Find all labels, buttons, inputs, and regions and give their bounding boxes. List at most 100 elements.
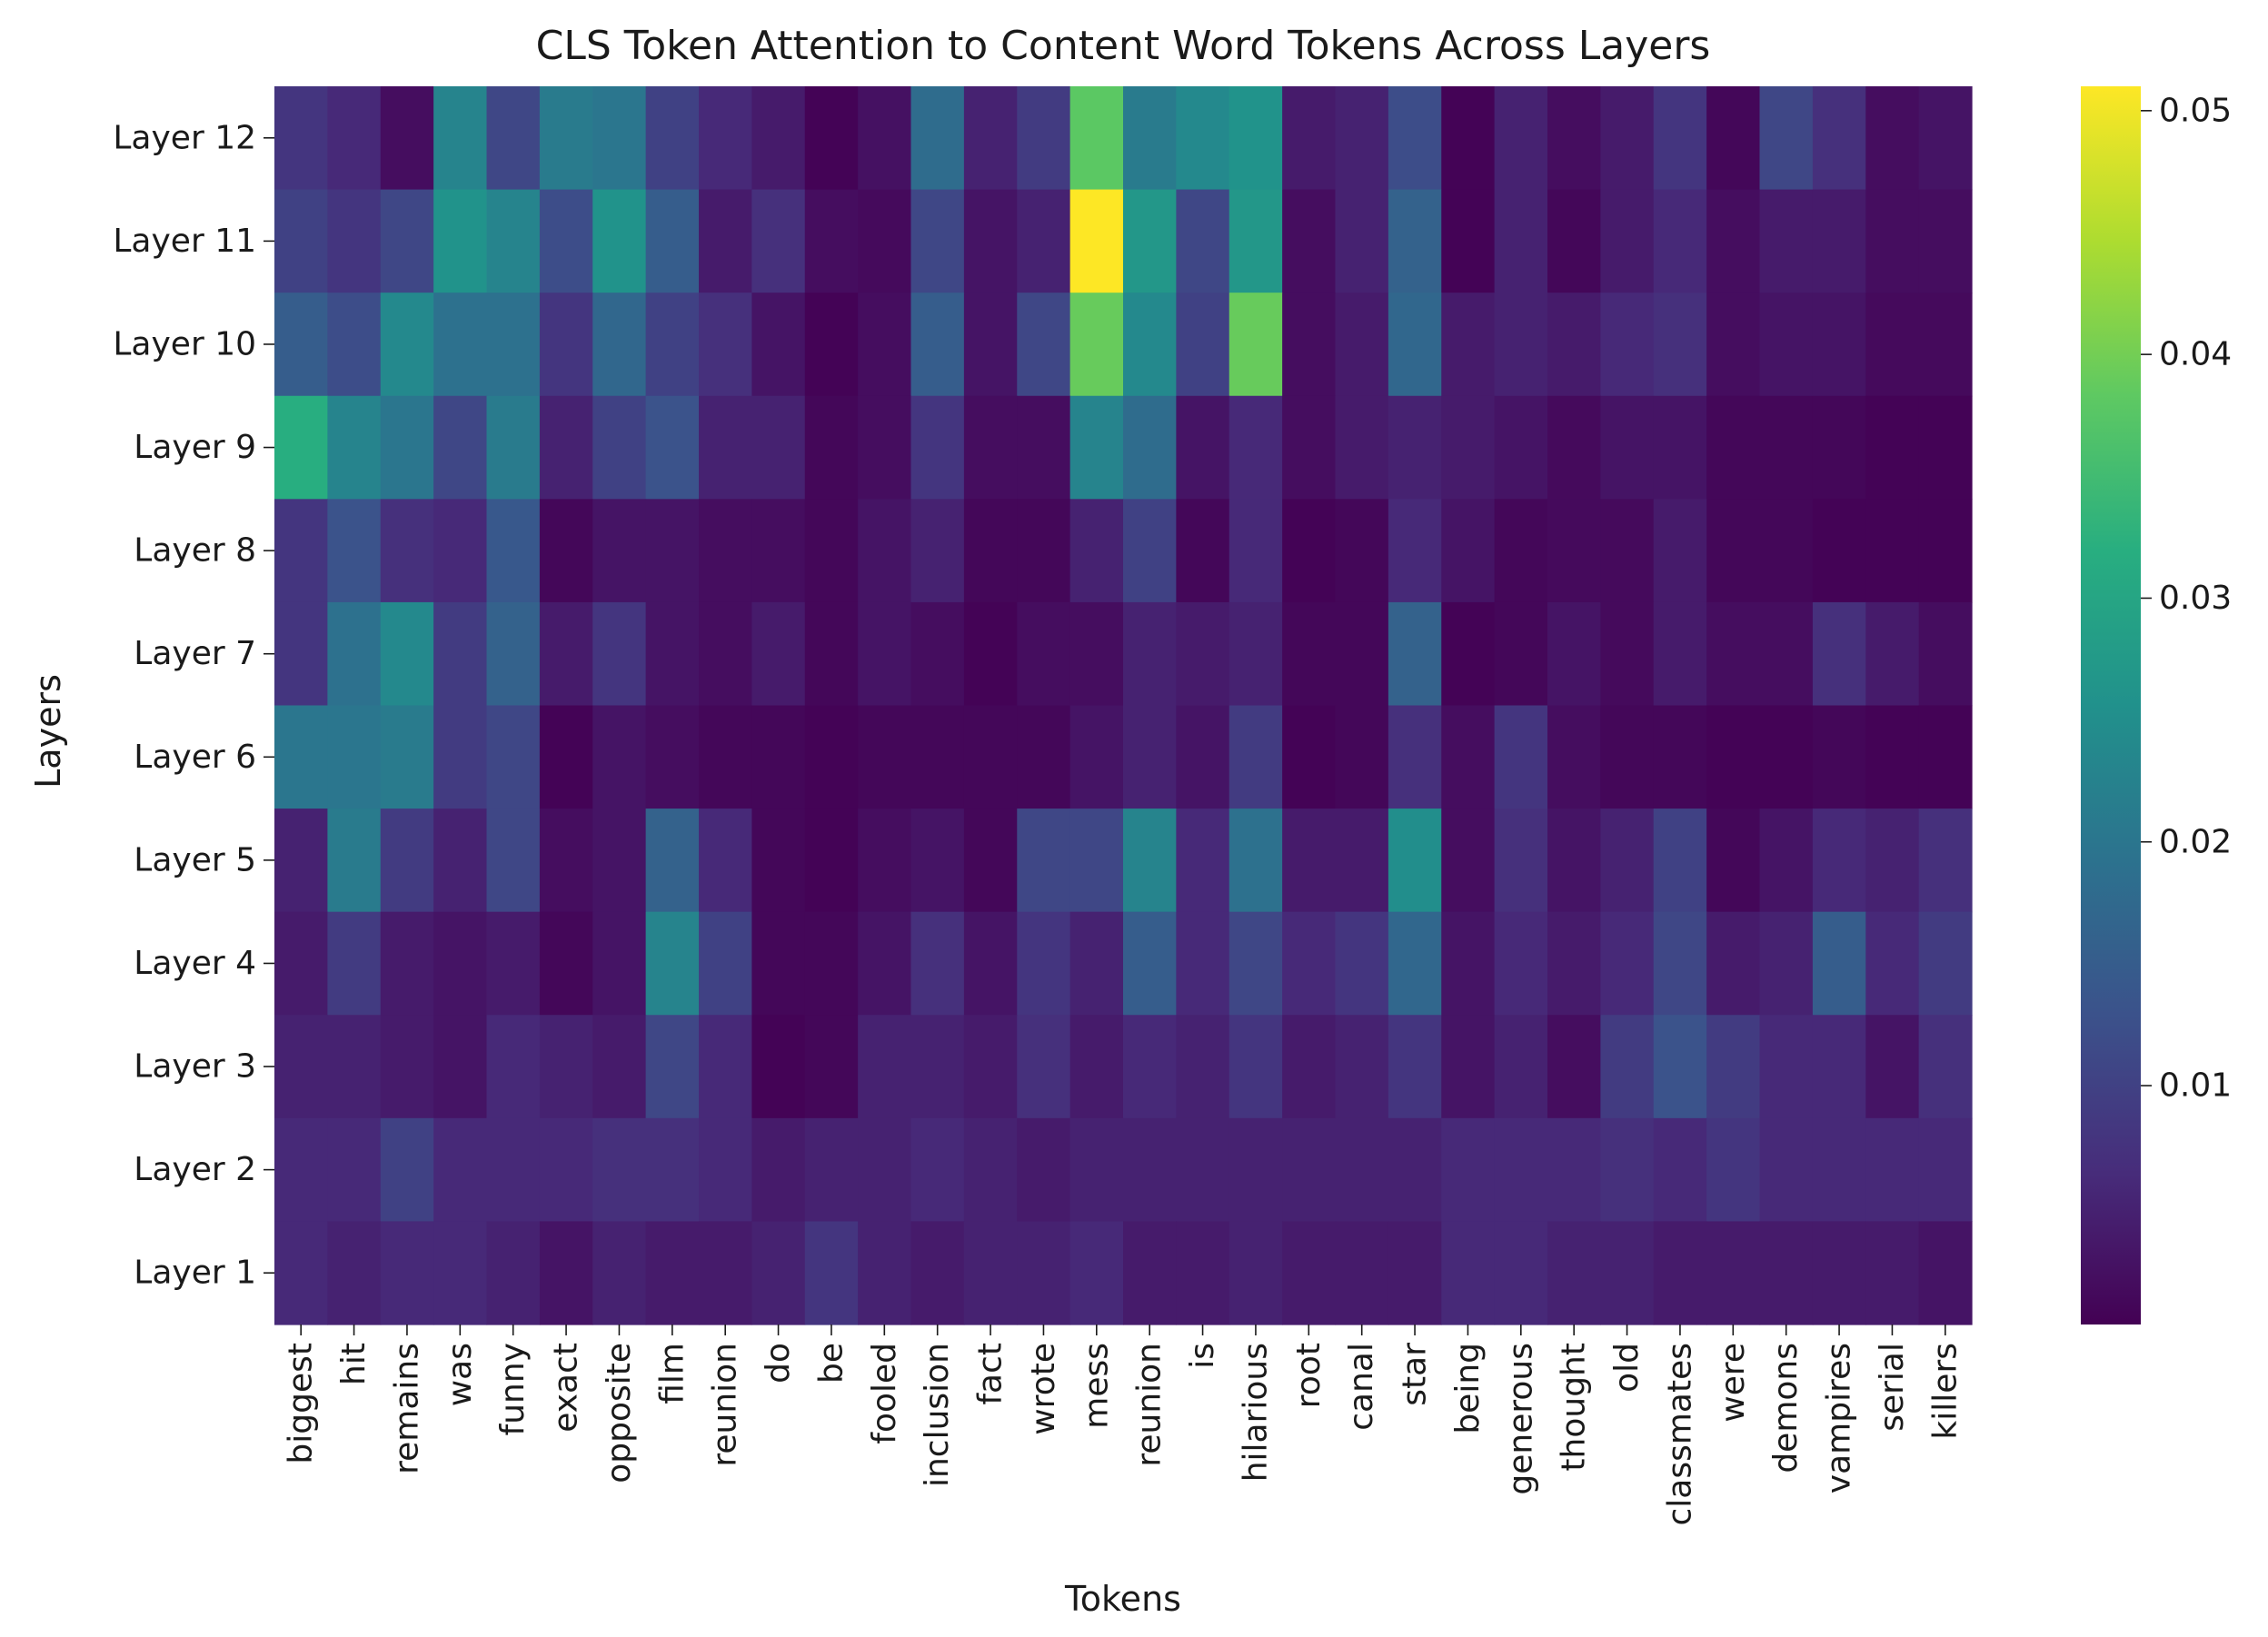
heatmap-cell bbox=[1441, 705, 1496, 809]
heatmap-cell bbox=[1653, 1221, 1707, 1325]
heatmap-cell bbox=[380, 395, 434, 500]
heatmap-cell bbox=[751, 499, 806, 603]
heatmap-cell bbox=[1441, 395, 1496, 500]
heatmap-cell bbox=[1600, 809, 1655, 913]
heatmap-cell bbox=[1228, 1117, 1283, 1223]
heatmap-cell bbox=[1388, 911, 1442, 1016]
heatmap-cell bbox=[1653, 189, 1707, 293]
heatmap-cell bbox=[1706, 499, 1761, 603]
heatmap-cell bbox=[804, 1221, 859, 1325]
heatmap-cell bbox=[963, 705, 1018, 809]
y-tick-label: Layer 7 bbox=[134, 635, 256, 672]
heatmap-cell bbox=[858, 189, 912, 293]
heatmap-cell bbox=[1069, 293, 1124, 397]
heatmap-cell bbox=[539, 86, 593, 191]
heatmap-cell bbox=[699, 1015, 752, 1119]
heatmap-cell bbox=[592, 293, 647, 397]
heatmap-cell bbox=[327, 395, 382, 500]
heatmap-cell bbox=[380, 911, 434, 1016]
heatmap-cell bbox=[539, 911, 593, 1016]
heatmap-cell bbox=[327, 293, 382, 397]
heatmap-cell bbox=[486, 86, 541, 191]
x-tick-label: reunion bbox=[1131, 1343, 1169, 1467]
heatmap-cell bbox=[433, 705, 488, 809]
heatmap-cell bbox=[963, 499, 1018, 603]
heatmap-cell bbox=[1918, 1221, 1973, 1325]
heatmap-cell bbox=[1918, 1117, 1973, 1223]
heatmap-cell bbox=[1069, 499, 1124, 603]
heatmap-cell bbox=[433, 1221, 488, 1325]
heatmap-cell bbox=[645, 189, 700, 293]
heatmap-cell bbox=[1812, 1015, 1866, 1119]
heatmap-cell bbox=[592, 1117, 647, 1223]
heatmap-cell bbox=[1388, 1221, 1442, 1325]
heatmap-cell bbox=[1918, 395, 1973, 500]
heatmap-cell bbox=[1706, 911, 1761, 1016]
heatmap-cell bbox=[380, 809, 434, 913]
heatmap-cell bbox=[1865, 809, 1920, 913]
heatmap-cell bbox=[1706, 86, 1761, 191]
heatmap-cell bbox=[910, 1015, 965, 1119]
heatmap-cell bbox=[804, 809, 859, 913]
heatmap-cell bbox=[699, 1221, 752, 1325]
heatmap-cell bbox=[858, 705, 912, 809]
heatmap-cell bbox=[539, 809, 593, 913]
heatmap-cell bbox=[1176, 809, 1230, 913]
heatmap-cell bbox=[645, 705, 700, 809]
heatmap-cell bbox=[963, 189, 1018, 293]
heatmap-cell bbox=[1759, 189, 1814, 293]
heatmap-cell bbox=[539, 499, 593, 603]
heatmap-cell bbox=[1547, 1015, 1601, 1119]
heatmap-cell bbox=[804, 293, 859, 397]
heatmap-cell bbox=[1759, 293, 1814, 397]
heatmap-cell bbox=[1441, 809, 1496, 913]
heatmap-cell bbox=[751, 293, 806, 397]
heatmap-cell bbox=[1600, 499, 1655, 603]
heatmap-cell bbox=[1494, 1221, 1548, 1325]
heatmap-cell bbox=[433, 86, 488, 191]
heatmap-cell bbox=[1865, 293, 1920, 397]
heatmap-cell bbox=[645, 1221, 700, 1325]
heatmap-cell bbox=[910, 395, 965, 500]
heatmap-cell bbox=[1918, 601, 1973, 707]
heatmap-cell bbox=[1918, 809, 1973, 913]
colorbar-tick-label: 0.02 bbox=[2159, 823, 2232, 860]
heatmap-cell bbox=[1918, 189, 1973, 293]
heatmap-cell bbox=[274, 499, 328, 603]
heatmap-cell bbox=[963, 395, 1018, 500]
heatmap-cell bbox=[1706, 1015, 1761, 1119]
heatmap-cell bbox=[1865, 1221, 1920, 1325]
heatmap-cell bbox=[699, 1117, 752, 1223]
heatmap-cell bbox=[1653, 86, 1707, 191]
heatmap-cell bbox=[327, 499, 382, 603]
heatmap-cell bbox=[380, 601, 434, 707]
heatmap-cell bbox=[1812, 499, 1866, 603]
heatmap-cell bbox=[699, 189, 752, 293]
heatmap-cell bbox=[699, 911, 752, 1016]
heatmap-cell bbox=[858, 86, 912, 191]
heatmap-cell bbox=[1335, 86, 1389, 191]
heatmap-cell bbox=[1228, 1221, 1283, 1325]
x-tick-label: fact bbox=[972, 1343, 1010, 1405]
heatmap-cell bbox=[1228, 911, 1283, 1016]
heatmap-cell bbox=[963, 1117, 1018, 1223]
heatmap-cell bbox=[1812, 1117, 1866, 1223]
heatmap-cell bbox=[645, 911, 700, 1016]
heatmap-cell bbox=[1600, 705, 1655, 809]
heatmap-cell bbox=[963, 86, 1018, 191]
heatmap-cell bbox=[1282, 86, 1337, 191]
y-tick-label: Layer 6 bbox=[134, 739, 256, 776]
heatmap-cell bbox=[1069, 86, 1124, 191]
heatmap-cell bbox=[327, 809, 382, 913]
heatmap-cell bbox=[1706, 1221, 1761, 1325]
heatmap-cell bbox=[380, 293, 434, 397]
heatmap-cell bbox=[1600, 1221, 1655, 1325]
x-tick-label: vampires bbox=[1821, 1343, 1858, 1493]
heatmap-cell bbox=[1441, 189, 1496, 293]
heatmap-cell bbox=[1017, 499, 1071, 603]
heatmap-cell bbox=[963, 1221, 1018, 1325]
heatmap-cell bbox=[486, 1015, 541, 1119]
heatmap-cell bbox=[699, 86, 752, 191]
heatmap-cell bbox=[486, 293, 541, 397]
x-tick-label: classmates bbox=[1661, 1343, 1698, 1526]
